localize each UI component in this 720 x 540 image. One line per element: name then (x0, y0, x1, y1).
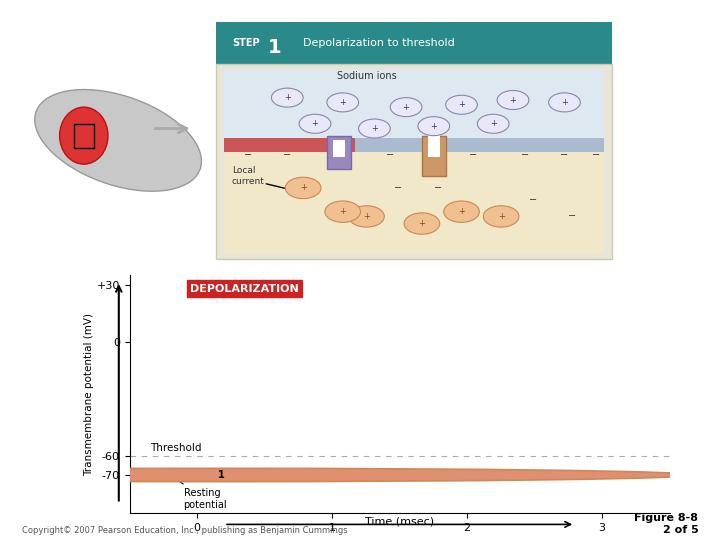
Circle shape (498, 91, 529, 110)
Text: −: − (469, 150, 477, 160)
Text: +: + (312, 119, 318, 129)
Circle shape (483, 206, 519, 227)
FancyBboxPatch shape (428, 133, 440, 157)
Circle shape (271, 88, 303, 107)
Circle shape (327, 93, 359, 112)
Text: 1: 1 (218, 470, 225, 480)
FancyBboxPatch shape (333, 140, 345, 157)
Circle shape (549, 93, 580, 112)
Circle shape (348, 206, 384, 227)
Text: DEPOLARIZATION: DEPOLARIZATION (190, 284, 299, 294)
Text: Depolarization to threshold: Depolarization to threshold (303, 38, 455, 48)
Text: −: − (521, 150, 529, 160)
FancyBboxPatch shape (474, 138, 498, 152)
Circle shape (60, 107, 108, 164)
FancyBboxPatch shape (422, 136, 446, 176)
FancyBboxPatch shape (545, 138, 569, 152)
FancyBboxPatch shape (521, 138, 545, 152)
Text: Threshold: Threshold (150, 443, 202, 453)
Ellipse shape (35, 90, 202, 191)
Text: +: + (490, 119, 497, 129)
FancyBboxPatch shape (498, 138, 521, 152)
Text: −: − (528, 195, 537, 205)
Circle shape (444, 201, 480, 222)
Text: +: + (300, 184, 307, 192)
Circle shape (418, 117, 450, 136)
FancyBboxPatch shape (224, 69, 604, 145)
Circle shape (325, 201, 361, 222)
Circle shape (390, 98, 422, 117)
Text: +: + (339, 207, 346, 216)
Text: +: + (510, 96, 516, 105)
Text: −: − (243, 150, 252, 160)
Y-axis label: Transmembrane potential (mV): Transmembrane potential (mV) (84, 313, 94, 476)
Text: +: + (339, 98, 346, 107)
Text: Local
current: Local current (232, 166, 265, 186)
FancyBboxPatch shape (379, 138, 402, 152)
FancyBboxPatch shape (216, 64, 612, 259)
Text: Figure 8-8
2 of 5: Figure 8-8 2 of 5 (634, 513, 698, 535)
FancyBboxPatch shape (224, 145, 604, 254)
Text: +: + (418, 219, 426, 228)
FancyBboxPatch shape (327, 136, 351, 169)
Circle shape (0, 468, 694, 482)
Text: −: − (592, 150, 600, 160)
Text: +: + (371, 124, 378, 133)
Text: STEP: STEP (232, 38, 259, 48)
Text: −: − (394, 183, 402, 193)
Circle shape (446, 95, 477, 114)
FancyBboxPatch shape (355, 138, 604, 152)
Text: Time (msec): Time (msec) (365, 517, 434, 527)
FancyBboxPatch shape (449, 138, 474, 152)
Text: +: + (458, 100, 465, 109)
Text: Copyright© 2007 Pearson Education, Inc., publishing as Benjamin Cummings: Copyright© 2007 Pearson Education, Inc.,… (22, 525, 347, 535)
FancyBboxPatch shape (402, 138, 426, 152)
FancyBboxPatch shape (569, 138, 593, 152)
Text: +: + (561, 98, 568, 107)
Text: Resting
potential: Resting potential (174, 477, 228, 510)
Circle shape (359, 119, 390, 138)
Circle shape (300, 114, 331, 133)
FancyBboxPatch shape (426, 138, 450, 152)
Text: Sodium ions: Sodium ions (337, 71, 396, 81)
Text: −: − (568, 212, 577, 221)
Text: −: − (433, 183, 442, 193)
FancyBboxPatch shape (224, 138, 363, 152)
Circle shape (477, 114, 509, 133)
Text: +: + (363, 212, 370, 221)
Text: −: − (560, 150, 569, 160)
Circle shape (285, 177, 321, 199)
Text: +: + (431, 122, 437, 131)
Circle shape (404, 213, 440, 234)
Text: +: + (498, 212, 505, 221)
Text: 1: 1 (268, 38, 281, 57)
Text: +: + (402, 103, 410, 112)
Text: +: + (284, 93, 291, 102)
Text: +: + (458, 207, 465, 216)
Text: −: − (386, 150, 395, 160)
FancyBboxPatch shape (216, 22, 612, 64)
Text: −: − (283, 150, 292, 160)
